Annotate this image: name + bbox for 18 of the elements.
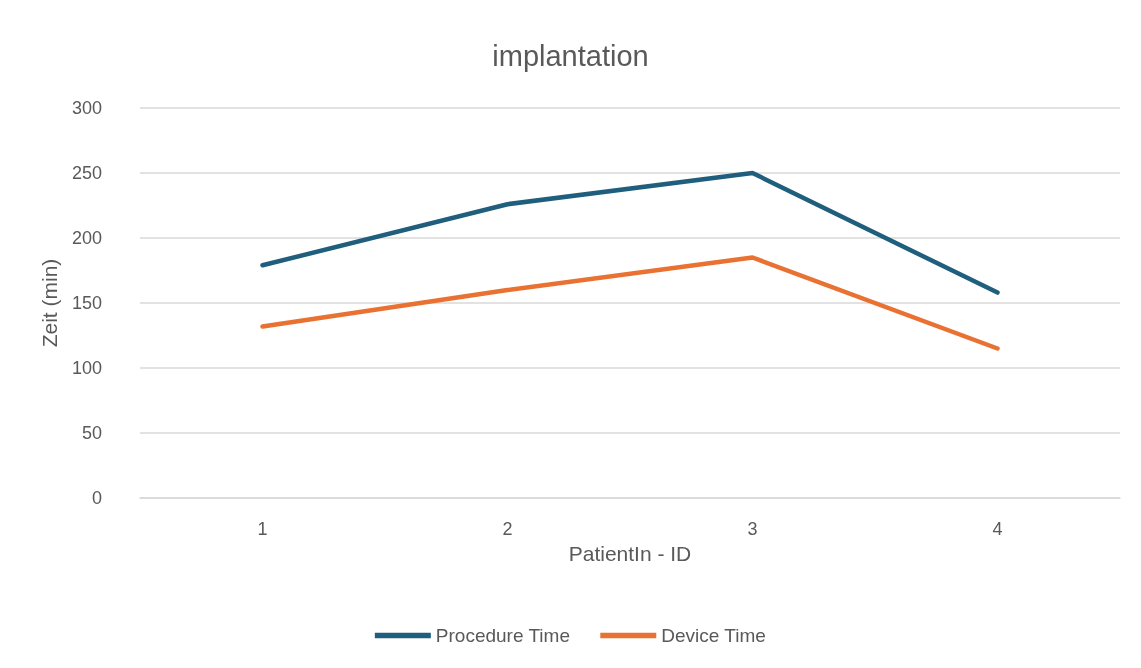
line-series xyxy=(260,170,1000,295)
y-tick-label: 250 xyxy=(71,163,102,183)
x-tick-label: 1 xyxy=(257,519,268,539)
y-tick-label: 300 xyxy=(71,98,102,118)
chart-title: implantation xyxy=(492,39,649,72)
line-series xyxy=(260,255,1000,351)
x-tick-label: 3 xyxy=(747,519,758,539)
y-tick-label: 50 xyxy=(81,423,102,443)
legend-label: Procedure Time xyxy=(435,625,570,646)
legend-label: Device Time xyxy=(661,625,766,646)
x-tick-label: 2 xyxy=(502,519,513,539)
y-tick-label: 150 xyxy=(71,293,102,313)
y-tick-label: 100 xyxy=(71,358,102,378)
y-tick-label: 0 xyxy=(91,488,102,508)
x-tick-label: 4 xyxy=(992,519,1003,539)
x-axis-title: PatientIn - ID xyxy=(568,542,692,565)
y-tick-label: 200 xyxy=(71,228,102,248)
y-axis-title: Zeit (min) xyxy=(38,258,61,348)
